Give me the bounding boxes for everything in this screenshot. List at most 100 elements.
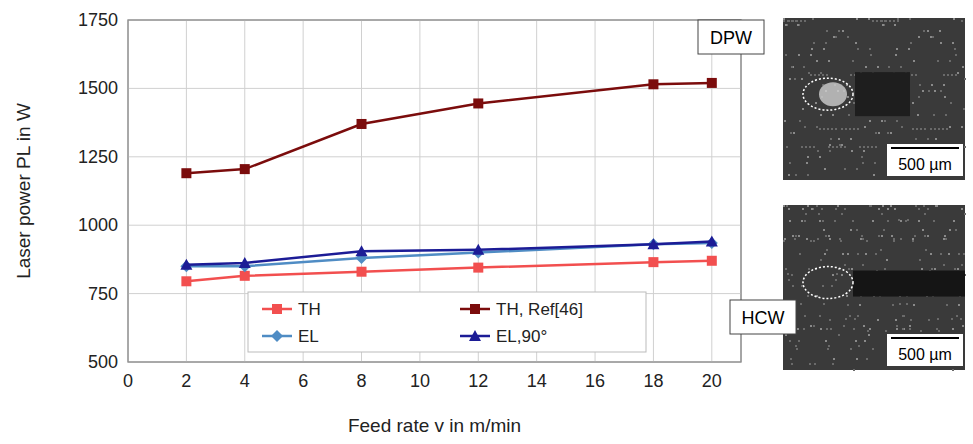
legend-box [248, 292, 646, 352]
photo-grain [848, 114, 850, 116]
legend-label: TH [298, 300, 321, 319]
photo-grain [903, 328, 905, 330]
photo-grain [863, 150, 865, 152]
photo-inset: 500 µm [783, 205, 966, 371]
photo [783, 205, 965, 370]
tick-label: 14 [527, 371, 547, 391]
photo-grain [864, 340, 866, 342]
series-line [186, 243, 711, 266]
photo-grain [914, 235, 916, 237]
photo-grain [938, 128, 940, 130]
photo-grain [918, 96, 920, 98]
photo-grain [810, 54, 812, 56]
scale-bar [891, 147, 959, 149]
photo-grain [853, 128, 855, 130]
photo-grain [940, 90, 942, 92]
photo-grain [845, 128, 847, 130]
photo-grain [847, 96, 849, 98]
photo-grain [910, 42, 912, 44]
photo-grain [807, 205, 809, 207]
photo-grain [823, 48, 825, 50]
photo-grain [799, 253, 801, 255]
photo-grain [813, 240, 815, 242]
photo-grain [834, 220, 836, 222]
photo-grain [811, 48, 813, 50]
photo-grain [819, 220, 821, 222]
photo-grain [857, 48, 859, 50]
photo-grain [859, 304, 861, 306]
photo-grain [928, 90, 930, 92]
photo-grain [957, 268, 959, 270]
photo-grain [962, 66, 964, 68]
photo-grain [813, 42, 815, 44]
grid-line [711, 20, 712, 362]
photo-grain [881, 120, 883, 122]
photo-grain [946, 304, 948, 306]
photo-grain [915, 138, 917, 140]
photo-grain [931, 84, 933, 86]
photo-grain [840, 146, 842, 148]
photo-grain [873, 174, 875, 176]
photo-grain [898, 219, 900, 221]
photo-grain [832, 274, 834, 276]
photo-grain [963, 253, 965, 255]
series-group [180, 78, 717, 286]
photo-grain [884, 268, 886, 270]
photo-grain [885, 330, 887, 332]
photo-grain [948, 253, 950, 255]
photo-grain [896, 48, 898, 50]
photo-grain [826, 30, 828, 32]
photo-grain [961, 264, 963, 266]
photo-grain [857, 128, 859, 130]
photo-grain [818, 74, 820, 76]
photo-grain [867, 146, 869, 148]
photo-grain [911, 74, 913, 76]
photo-grain [828, 60, 830, 62]
photo-grain [805, 213, 807, 215]
photo-grain [931, 268, 933, 270]
photo-grain [819, 128, 821, 130]
photo-grain [849, 315, 851, 317]
legend-label: TH, Ref[46] [496, 300, 583, 319]
photo-grain [912, 238, 914, 240]
photo-grain [958, 304, 960, 306]
photo-grain [802, 108, 804, 110]
photo-grain [913, 60, 915, 62]
photo-grain [786, 24, 788, 26]
highlight-ellipse [803, 267, 853, 299]
photo-grain [801, 146, 803, 148]
photo-grain [961, 208, 963, 210]
photo-grain [826, 249, 828, 251]
photo-grain [820, 328, 822, 330]
tick-label: 8 [357, 371, 367, 391]
photo-grain [894, 24, 896, 26]
photo-grain [844, 264, 846, 266]
tick-label: 1250 [78, 147, 118, 167]
photo-grain [785, 54, 787, 56]
photo-grain [945, 238, 947, 240]
photo-grain [893, 238, 895, 240]
photo-grain [955, 74, 957, 76]
photo-grain [828, 345, 830, 347]
photo-grain [807, 156, 809, 158]
photo-grain [952, 328, 954, 330]
photo-grain [874, 162, 876, 164]
photo-grain [938, 330, 940, 332]
photo-grain [927, 208, 929, 210]
legend-label: EL [298, 327, 319, 346]
photo-grain [851, 268, 853, 270]
photo-grain [880, 20, 882, 22]
photo-grain [806, 162, 808, 164]
photo-grain [886, 259, 888, 261]
photo-grain [896, 328, 898, 330]
photo-grain [829, 144, 831, 146]
tick-label: 20 [702, 371, 722, 391]
photo-grain [907, 219, 909, 221]
photo-grain [820, 259, 822, 261]
photo-grain [838, 138, 840, 140]
photo-grain [919, 84, 921, 86]
photo-grain [956, 315, 958, 317]
photo-grain [906, 303, 908, 305]
photo-grain [901, 126, 903, 128]
photo-grain [840, 240, 842, 242]
